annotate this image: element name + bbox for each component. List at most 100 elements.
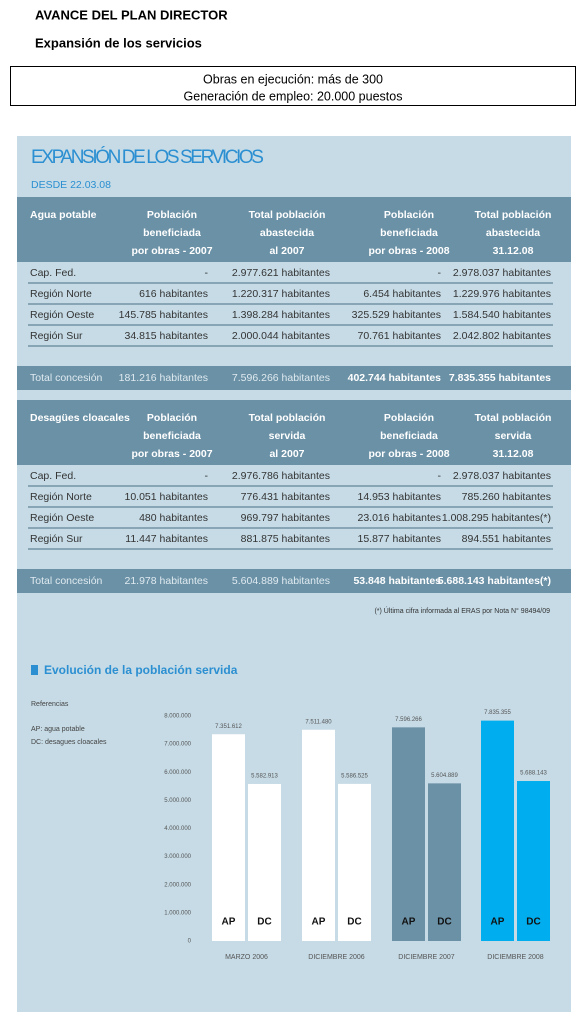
bar: [428, 783, 461, 941]
total-cell: 181.216 habitantes: [119, 372, 208, 384]
bar-series-label: DC: [437, 917, 451, 928]
column-header: beneficiada: [143, 227, 201, 239]
table-cell: 480 habitantes: [139, 512, 208, 524]
bar-value-label: 5.604.889: [431, 773, 458, 779]
table-cell: 2.042.802 habitantes: [453, 330, 551, 342]
column-header: Agua potable: [30, 209, 97, 221]
column-header: al 2007: [269, 245, 304, 257]
bar-series-label: DC: [347, 917, 361, 928]
table-cell: 14.953 habitantes: [358, 491, 442, 503]
bar: [517, 781, 550, 941]
bar: [248, 783, 281, 941]
bar-value-label: 5.688.143: [520, 771, 547, 777]
legend-entry: AP: agua potable: [31, 726, 85, 733]
table-cell: 785.260 habitantes: [462, 491, 551, 503]
total-cell: 5.688.143 habitantes(*): [438, 575, 551, 587]
total-band: [17, 366, 571, 390]
footnote: (*) Última cifra informada al ERAS por N…: [374, 606, 550, 615]
table-cell: 969.797 habitantes: [241, 512, 330, 524]
y-tick-label: 7.000.000: [164, 742, 191, 748]
row-label: Región Sur: [30, 533, 83, 545]
total-cell: 7.596.266 habitantes: [232, 372, 330, 384]
bar-value-label: 7.596.266: [395, 717, 422, 723]
table-cell: 70.761 habitantes: [358, 330, 442, 342]
table-cell: 1.398.284 habitantes: [232, 309, 330, 321]
y-tick-label: 2.000.000: [164, 882, 191, 888]
y-tick-label: 6.000.000: [164, 770, 191, 776]
panel-since: DESDE 22.03.08: [31, 179, 111, 191]
x-tick-label: MARZO 2006: [225, 954, 268, 961]
column-header: beneficiada: [143, 430, 201, 442]
bar-value-label: 5.582.913: [251, 774, 278, 780]
column-header: 31.12.08: [493, 245, 534, 257]
row-label: Región Norte: [30, 491, 92, 503]
total-cell: 7.835.355 habitantes: [449, 372, 551, 384]
y-tick-label: 3.000.000: [164, 854, 191, 860]
bar-value-label: 5.586.525: [341, 773, 368, 779]
table-cell: 616 habitantes: [139, 288, 208, 300]
table-cell: 894.551 habitantes: [462, 533, 551, 545]
bar-series-label: AP: [491, 917, 505, 928]
bar-series-label: DC: [257, 917, 271, 928]
table-cell: 2.977.621 habitantes: [232, 267, 330, 279]
table-cell: 11.447 habitantes: [125, 533, 208, 545]
table-header-band: [17, 197, 571, 262]
table-cell: -: [438, 267, 442, 279]
column-header: servida: [495, 430, 532, 442]
table-cell: 1.584.540 habitantes: [453, 309, 551, 321]
table-cell: -: [205, 267, 209, 279]
table-cell: 2.978.037 habitantes: [453, 267, 551, 279]
column-header: beneficiada: [380, 227, 438, 239]
column-header: Población: [384, 209, 434, 221]
column-header: abastecida: [486, 227, 540, 239]
column-header: 31.12.08: [493, 448, 534, 460]
bar: [338, 783, 371, 941]
bar-value-label: 7.351.612: [215, 724, 242, 730]
table-cell: 2.978.037 habitantes: [453, 470, 551, 482]
table-cell: 1.220.317 habitantes: [232, 288, 330, 300]
table-cell: 23.016 habitantes: [358, 512, 442, 524]
column-header: Población: [384, 412, 434, 424]
table-cell: 10.051 habitantes: [125, 491, 209, 503]
table-cell: 881.875 habitantes: [241, 533, 330, 545]
table-cell: 34.815 habitantes: [125, 330, 209, 342]
table-cell: -: [438, 470, 442, 482]
y-tick-label: 0: [188, 939, 192, 945]
column-header: por obras - 2007: [131, 245, 212, 257]
x-tick-label: DICIEMBRE 2008: [487, 954, 544, 961]
table-cell: 2.976.786 habitantes: [232, 470, 330, 482]
table-cell: 2.000.044 habitantes: [232, 330, 330, 342]
row-label: Región Oeste: [30, 309, 94, 321]
legend-title: Referencias: [31, 701, 69, 708]
bar-series-label: AP: [402, 917, 416, 928]
info-line: Generación de empleo: 20.000 puestos: [184, 89, 403, 103]
table-header-band: [17, 400, 571, 465]
table-cell: 15.877 habitantes: [358, 533, 442, 545]
legend-entry: DC: desagues cloacales: [31, 739, 107, 746]
row-label: Cap. Fed.: [30, 470, 76, 482]
y-tick-label: 4.000.000: [164, 826, 191, 832]
y-tick-label: 8.000.000: [164, 714, 191, 720]
row-label: Región Oeste: [30, 512, 94, 524]
table-cell: -: [205, 470, 209, 482]
table-cell: 145.785 habitantes: [119, 309, 208, 321]
chart-title: Evolución de la población servida: [44, 663, 238, 677]
y-tick-label: 5.000.000: [164, 798, 191, 804]
table-cell: 325.529 habitantes: [352, 309, 441, 321]
panel-title: EXPANSIÓN DE LOS SERVICIOS: [31, 146, 264, 168]
column-header: Total población: [475, 412, 552, 424]
column-header: servida: [269, 430, 306, 442]
column-header: Total población: [249, 412, 326, 424]
table-cell: 1.229.976 habitantes: [453, 288, 551, 300]
total-label: Total concesión: [30, 372, 103, 384]
bar-value-label: 7.511.480: [305, 719, 332, 725]
bar: [392, 727, 425, 941]
section-marker: [31, 665, 38, 675]
bar-value-label: 7.835.355: [484, 710, 511, 716]
bar-series-label: DC: [526, 917, 540, 928]
total-band: [17, 569, 571, 593]
info-box: [10, 66, 576, 106]
bar: [481, 720, 514, 941]
column-header: Desagües cloacales: [30, 412, 130, 424]
